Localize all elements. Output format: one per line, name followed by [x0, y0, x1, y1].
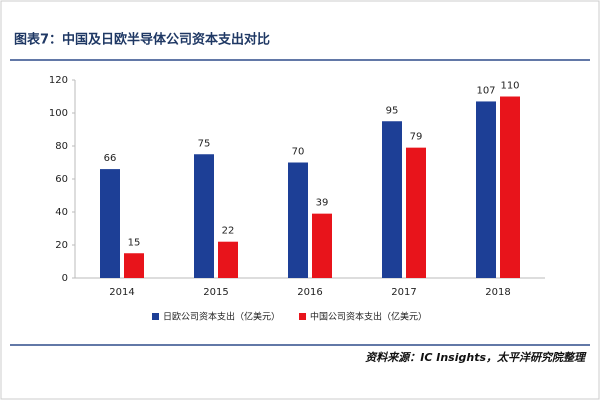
legend-label: 日欧公司资本支出（亿美元）: [163, 311, 280, 323]
y-tick-label: 60: [55, 174, 68, 185]
legend-label: 中国公司资本支出（亿美元）: [310, 311, 427, 323]
data-label: 75: [198, 138, 211, 149]
bar: [406, 147, 426, 278]
data-label: 39: [316, 198, 329, 209]
data-label: 110: [500, 81, 519, 92]
data-label: 22: [222, 226, 235, 237]
y-tick-label: 20: [55, 240, 68, 251]
y-tick-label: 40: [55, 207, 68, 218]
bar: [288, 162, 308, 278]
data-label: 79: [410, 132, 423, 143]
x-tick-label: 2016: [297, 287, 322, 298]
bar: [382, 121, 402, 278]
source-note: 资料来源：IC Insights，太平洋研究院整理: [365, 351, 587, 364]
chart-title: 图表7：中国及日欧半导体公司资本支出对比: [14, 32, 270, 48]
x-tick-label: 2018: [485, 287, 510, 298]
data-label: 70: [292, 147, 305, 158]
legend-swatch: [152, 313, 159, 320]
data-label: 15: [128, 237, 141, 248]
bar: [100, 169, 120, 278]
x-tick-label: 2015: [203, 287, 228, 298]
bar: [476, 101, 496, 278]
data-label: 66: [104, 153, 117, 164]
y-tick-label: 80: [55, 141, 68, 152]
y-tick-label: 120: [49, 75, 68, 86]
bar: [500, 96, 520, 278]
bar: [218, 241, 238, 278]
x-tick-label: 2017: [391, 287, 416, 298]
legend-swatch: [299, 313, 307, 320]
y-tick-label: 0: [62, 273, 68, 284]
y-tick-label: 100: [49, 108, 68, 119]
bar: [312, 213, 332, 278]
bar: [124, 253, 144, 278]
data-label: 107: [476, 85, 495, 96]
x-tick-label: 2014: [109, 287, 134, 298]
bar: [194, 154, 214, 278]
data-label: 95: [386, 105, 399, 116]
